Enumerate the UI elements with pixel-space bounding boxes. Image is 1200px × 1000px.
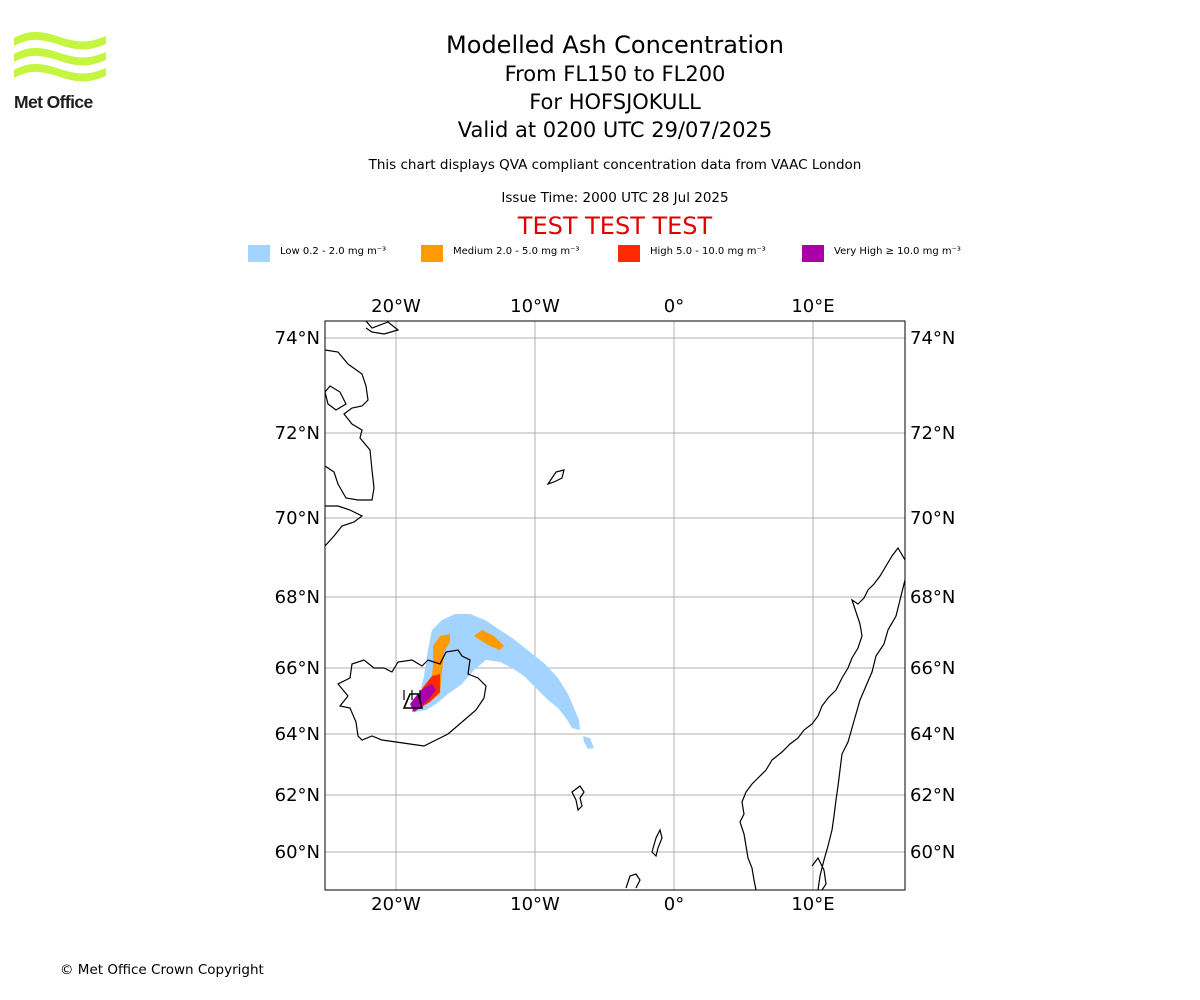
ash-low-area: [414, 614, 580, 730]
lat-label-left: 70°N: [275, 508, 320, 529]
lat-label-right: 66°N: [910, 658, 955, 679]
legend-label-very-high: Very High ≥ 10.0 mg m⁻³: [834, 246, 961, 257]
title-line-1: Modelled Ash Concentration: [446, 31, 784, 59]
ash-medium-fragment: [474, 630, 504, 650]
norway-coast: [739, 546, 905, 890]
faroe-islands: [571, 785, 585, 812]
lat-label-right: 70°N: [910, 508, 955, 529]
lat-label-left: 62°N: [275, 785, 320, 806]
lon-label-top: 10°W: [510, 296, 560, 317]
lat-label-right: 64°N: [910, 724, 955, 745]
lon-label-top: 20°W: [371, 296, 421, 317]
scotland-coast: [625, 873, 641, 889]
met-office-wave-icon: [14, 31, 106, 82]
lat-label-left: 74°N: [275, 328, 320, 349]
lat-label-left: 66°N: [275, 658, 320, 679]
lat-label-left: 60°N: [275, 842, 320, 863]
greenland-coast-south: [325, 505, 364, 547]
lon-label-bottom: 10°E: [791, 894, 834, 915]
lat-label-right: 74°N: [910, 328, 955, 349]
lat-label-left: 64°N: [275, 724, 320, 745]
title-line-4: Valid at 0200 UTC 29/07/2025: [457, 118, 773, 142]
lat-label-right: 60°N: [910, 842, 955, 863]
logo-text: Met Office: [14, 92, 93, 112]
lat-label-left: 72°N: [275, 423, 320, 444]
norway-inland: [817, 579, 905, 890]
coastlines: [325, 321, 905, 890]
greenland-coast-north: [365, 321, 400, 335]
jan-mayen: [546, 469, 565, 486]
title-line-2: From FL150 to FL200: [504, 62, 726, 86]
chart-title: Modelled Ash Concentration From FL150 to…: [315, 30, 915, 144]
lon-label-bottom: 10°W: [510, 894, 560, 915]
copyright: © Met Office Crown Copyright: [60, 962, 264, 978]
sweden-coast: [811, 856, 827, 890]
ash-plume: [410, 614, 594, 749]
ash-low-fragment: [583, 736, 594, 749]
lon-label-top: 10°E: [791, 296, 834, 317]
lat-label-right: 62°N: [910, 785, 955, 806]
legend-swatch-medium: [421, 245, 443, 262]
lat-label-right: 68°N: [910, 587, 955, 608]
volcano-marker: [402, 690, 424, 709]
greenland-inner-island: [325, 385, 347, 411]
ash-very-high-area: [410, 684, 436, 712]
legend-swatch-very-high: [802, 245, 824, 262]
map-frame: [324, 320, 906, 891]
lat-label-left: 68°N: [275, 587, 320, 608]
legend-label-low: Low 0.2 - 2.0 mg m⁻³: [280, 246, 387, 257]
legend-label-high: High 5.0 - 10.0 mg m⁻³: [650, 246, 766, 257]
met-office-logo: Met Office: [14, 30, 106, 112]
legend-swatch-high: [618, 245, 640, 262]
legend-label-medium: Medium 2.0 - 5.0 mg m⁻³: [453, 246, 580, 257]
lon-label-bottom: 0°: [664, 894, 684, 915]
lon-label-bottom: 20°W: [371, 894, 421, 915]
lat-label-right: 72°N: [910, 423, 955, 444]
iceland-coast: [337, 649, 487, 747]
test-banner: TEST TEST TEST: [517, 212, 713, 240]
legend-swatch-low: [248, 245, 270, 262]
title-line-3: For HOFSJOKULL: [529, 90, 701, 114]
lon-label-top: 0°: [664, 296, 684, 317]
chart-subtitle: This chart displays QVA compliant concen…: [368, 157, 862, 173]
map-grid: [325, 321, 905, 890]
greenland-coast: [325, 349, 375, 501]
volcano-source-marks: [403, 690, 421, 700]
shetland-islands: [651, 828, 663, 858]
issue-time: Issue Time: 2000 UTC 28 Jul 2025: [501, 190, 729, 206]
volcano-triangle: [402, 693, 424, 709]
